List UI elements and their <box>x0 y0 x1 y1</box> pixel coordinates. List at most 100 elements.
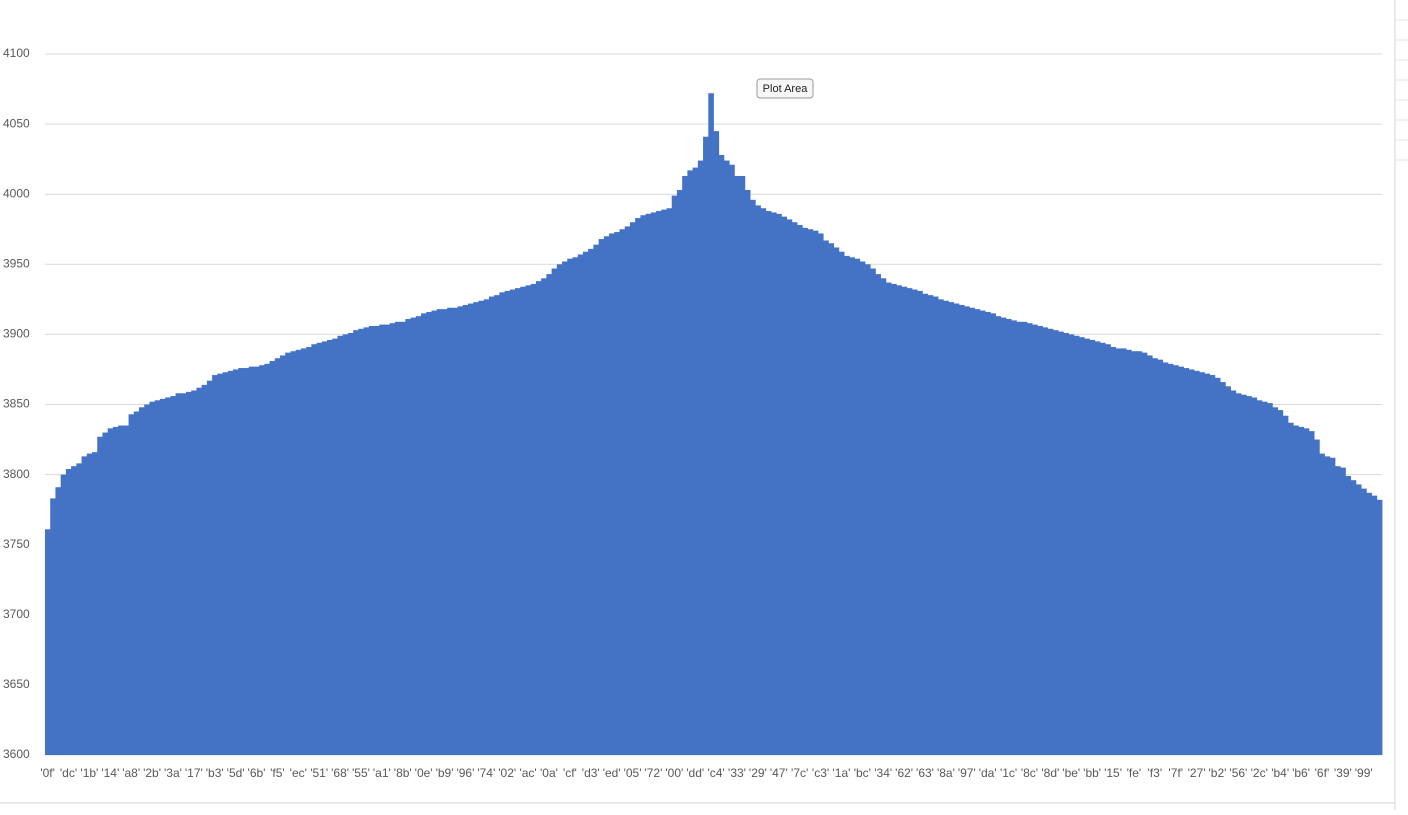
x-tick-label: '5d' <box>227 766 245 780</box>
bar <box>426 311 432 755</box>
bar <box>682 175 688 755</box>
bar <box>901 286 908 755</box>
tooltip: Plot Area <box>756 78 814 99</box>
bar <box>1214 377 1221 755</box>
bar <box>922 293 929 755</box>
x-tick-label: '0e' <box>415 766 433 780</box>
bar <box>1366 492 1372 755</box>
bar <box>577 254 584 755</box>
bar <box>452 307 458 755</box>
x-tick-label: '96' <box>456 766 474 780</box>
y-tick-label: 3850 <box>3 397 30 411</box>
x-tick-label: 'b3' <box>206 766 224 780</box>
bar <box>1329 457 1336 755</box>
bar <box>567 258 573 755</box>
bar <box>718 154 725 756</box>
bar <box>1126 349 1132 755</box>
y-tick-label: 3650 <box>3 677 30 691</box>
bar <box>593 244 600 755</box>
bar <box>441 309 448 755</box>
bar <box>551 268 558 755</box>
bar <box>1021 321 1028 755</box>
bar <box>55 487 62 755</box>
bar <box>635 218 641 755</box>
bar <box>990 313 996 755</box>
x-tick-label: 'b4' <box>1271 766 1289 780</box>
x-tick-label: 'ed' <box>603 766 621 780</box>
bar <box>86 453 93 755</box>
bar <box>478 300 485 755</box>
bar <box>911 289 918 755</box>
bar <box>368 325 375 755</box>
bar <box>656 211 662 756</box>
bar <box>509 289 516 755</box>
x-tick-label: 'a8' <box>122 766 140 780</box>
bar <box>1303 428 1310 755</box>
bar <box>744 189 751 755</box>
bar <box>311 344 317 755</box>
bar <box>1282 415 1289 755</box>
bar <box>1183 368 1190 755</box>
bar <box>201 384 208 755</box>
bar <box>1204 373 1211 755</box>
bar <box>1199 372 1205 755</box>
y-tick-label: 4000 <box>3 186 30 200</box>
bar <box>974 309 981 755</box>
bar <box>347 332 354 755</box>
bar <box>1073 335 1080 755</box>
x-tick-label: 'cf' <box>563 766 577 780</box>
bar <box>212 375 218 755</box>
x-tick-label: '17' <box>185 766 203 780</box>
bar <box>285 352 291 755</box>
bar <box>640 215 647 756</box>
x-tick-label: '51' <box>310 766 328 780</box>
x-tick-label: '27' <box>1188 766 1206 780</box>
y-tick-label: 3950 <box>3 256 30 270</box>
x-tick-label: '97' <box>958 766 976 780</box>
x-tick-label: 'd3' <box>582 766 600 780</box>
bar <box>588 248 594 756</box>
x-tick-label: 'f3' <box>1148 766 1163 780</box>
bar <box>985 311 991 755</box>
bar <box>76 463 82 755</box>
bar <box>1131 351 1137 755</box>
bar <box>943 300 949 755</box>
x-tick-label: '00' <box>665 766 683 780</box>
bar <box>165 397 171 755</box>
bar <box>1361 488 1367 755</box>
bar <box>1058 331 1064 755</box>
bar <box>483 299 490 755</box>
bar <box>687 170 694 756</box>
bar <box>374 325 380 755</box>
bar <box>948 302 955 755</box>
bar <box>253 366 260 755</box>
x-tick-label: 'fe' <box>1127 766 1142 780</box>
bar <box>269 361 276 755</box>
bar <box>1005 318 1012 755</box>
bar <box>807 229 814 755</box>
bar <box>666 208 673 756</box>
bar <box>546 274 552 755</box>
bar <box>849 257 855 755</box>
bar <box>462 304 469 755</box>
bar <box>927 295 934 755</box>
bar <box>81 456 88 755</box>
bar <box>473 302 479 755</box>
bar <box>405 318 411 755</box>
bar <box>969 307 976 755</box>
bar <box>1037 325 1043 755</box>
bar <box>149 401 156 755</box>
x-tick-label: 'b9' <box>436 766 454 780</box>
x-tick-label: 'bc' <box>854 766 871 780</box>
bar <box>1026 323 1033 755</box>
bar <box>1084 338 1090 755</box>
tooltip-text: Plot Area <box>763 83 809 95</box>
bar <box>823 240 829 755</box>
bar <box>159 398 166 755</box>
bar <box>609 233 615 755</box>
bar <box>520 286 526 755</box>
bar <box>650 212 657 755</box>
bar <box>1350 480 1357 755</box>
